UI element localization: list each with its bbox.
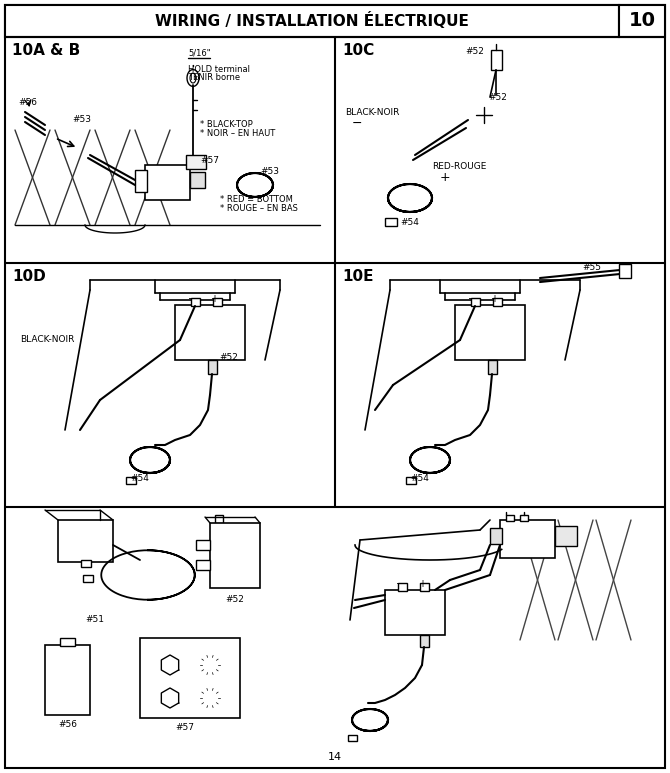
Text: 5/16": 5/16" <box>188 49 210 58</box>
Bar <box>145 165 190 200</box>
Bar <box>619 5 665 37</box>
Bar <box>385 218 397 226</box>
Text: HOLD terminal: HOLD terminal <box>188 65 250 74</box>
Bar <box>491 50 502 70</box>
Text: #56: #56 <box>58 720 77 729</box>
Text: 10C: 10C <box>342 43 375 58</box>
Text: * NOIR – EN HAUT: * NOIR – EN HAUT <box>200 129 275 138</box>
Text: #53: #53 <box>260 167 279 176</box>
Text: 10E: 10E <box>342 269 373 284</box>
Text: WIRING / INSTALLATION ÉLECTRIQUE: WIRING / INSTALLATION ÉLECTRIQUE <box>155 12 469 29</box>
Text: TENIR borne: TENIR borne <box>188 73 240 82</box>
Text: RED-ROUGE: RED-ROUGE <box>432 162 486 171</box>
Text: +: + <box>418 579 426 589</box>
Text: 10A & B: 10A & B <box>12 43 80 58</box>
Text: #52: #52 <box>465 47 484 56</box>
Bar <box>81 560 91 567</box>
Bar <box>420 635 429 647</box>
Text: * BLACK-TOP: * BLACK-TOP <box>200 120 253 129</box>
Bar <box>191 298 200 306</box>
Text: #54: #54 <box>400 218 419 227</box>
Bar <box>406 477 416 484</box>
Bar <box>208 360 217 374</box>
Bar <box>58 520 113 562</box>
Bar <box>500 520 555 558</box>
Bar <box>126 477 136 484</box>
Text: #57: #57 <box>175 723 194 732</box>
Bar <box>60 638 75 646</box>
Text: −: − <box>352 117 362 130</box>
Bar <box>175 305 245 360</box>
Bar <box>490 528 502 544</box>
Text: #56: #56 <box>18 98 37 107</box>
Bar <box>190 172 205 188</box>
Text: −: − <box>468 294 476 304</box>
Text: #52: #52 <box>488 93 507 102</box>
Bar <box>471 298 480 306</box>
Bar <box>493 298 502 306</box>
Bar <box>135 170 147 192</box>
Bar <box>619 264 631 278</box>
Text: −: − <box>188 294 196 304</box>
Bar <box>213 298 222 306</box>
Text: #57: #57 <box>200 156 219 165</box>
Text: #54: #54 <box>130 474 149 483</box>
Text: * RED = BOTTOM: * RED = BOTTOM <box>220 195 293 204</box>
Text: #54: #54 <box>410 474 429 483</box>
Text: #51: #51 <box>85 615 104 624</box>
Bar <box>210 523 260 588</box>
Bar <box>83 575 93 582</box>
Bar <box>186 155 206 169</box>
Bar <box>455 305 525 360</box>
Text: #55: #55 <box>582 263 601 272</box>
Bar <box>420 583 429 591</box>
Text: #52: #52 <box>219 353 238 362</box>
Text: +: + <box>440 171 451 184</box>
Bar <box>215 515 223 523</box>
Text: −: − <box>396 579 404 589</box>
Text: BLACK-NOIR: BLACK-NOIR <box>20 335 74 344</box>
Bar <box>520 515 528 521</box>
Text: +: + <box>210 294 218 304</box>
Text: #53: #53 <box>72 115 91 124</box>
Bar <box>555 526 577 546</box>
Bar <box>140 638 240 718</box>
Bar <box>5 5 619 37</box>
Bar <box>398 583 407 591</box>
Text: BLACK-NOIR: BLACK-NOIR <box>345 108 399 117</box>
Bar <box>488 360 497 374</box>
Text: * ROUGE – EN BAS: * ROUGE – EN BAS <box>220 204 298 213</box>
Text: +: + <box>490 294 498 304</box>
Text: #52: #52 <box>225 595 244 604</box>
Bar <box>45 645 90 715</box>
Bar <box>506 515 514 521</box>
Text: 14: 14 <box>328 752 342 762</box>
Bar <box>196 560 210 570</box>
Text: 10D: 10D <box>12 269 46 284</box>
Bar <box>348 735 357 741</box>
Bar <box>196 540 210 550</box>
Text: 10: 10 <box>628 12 655 30</box>
Bar <box>385 590 445 635</box>
